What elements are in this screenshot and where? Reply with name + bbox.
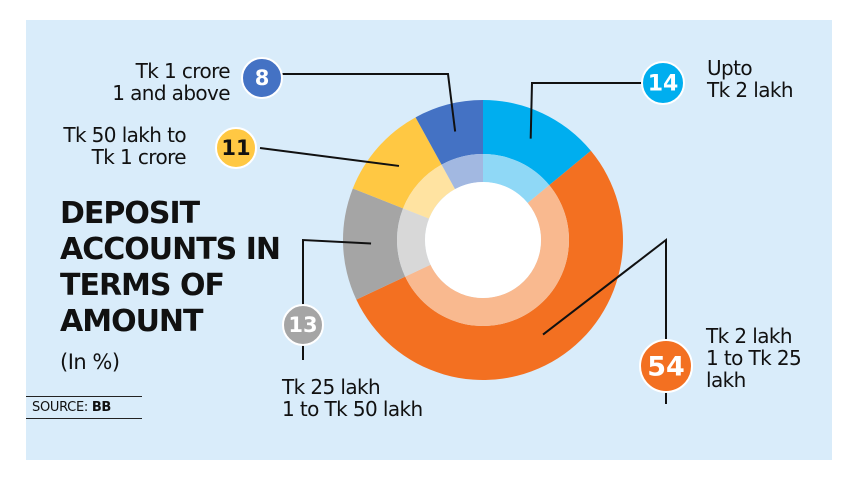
title-line: ACCOUNTS IN xyxy=(60,232,281,267)
chart-title: DEPOSIT ACCOUNTS IN TERMS OF AMOUNT xyxy=(60,196,281,340)
leader-line-upto-tk-2-lakh xyxy=(529,82,660,139)
value-label-tk-25-lakh-1-to-tk-50-lakh: 13 xyxy=(288,313,317,337)
leader-line-tk-50-lakh-to-tk-1-crore xyxy=(259,147,400,167)
donut-hole xyxy=(425,182,541,298)
slice-label-25-to-50-lakh: Tk 25 lakh 1 to Tk 50 lakh xyxy=(282,376,423,420)
label-line: 1 to Tk 50 lakh xyxy=(282,397,423,421)
slice-inner-tk-2-lakh-1-to-tk-25-lakh xyxy=(405,185,569,326)
slice-outer-tk-1-crore-1-and-above xyxy=(415,100,483,165)
title-line: TERMS OF xyxy=(60,268,225,303)
slice-label-2-to-25-lakh: Tk 2 lakh 1 to Tk 25 lakh xyxy=(706,324,802,392)
label-line: Tk 50 lakh to xyxy=(63,123,186,147)
slice-inner-tk-1-crore-1-and-above xyxy=(441,154,483,190)
slice-outer-tk-2-lakh-1-to-tk-25-lakh xyxy=(356,150,624,381)
slice-outer-tk-50-lakh-to-tk-1-crore xyxy=(352,117,442,209)
label-line: 1 to Tk 25 xyxy=(706,346,802,370)
value-label-tk-2-lakh-1-to-tk-25-lakh: 54 xyxy=(647,351,685,382)
slice-inner-upto-tk-2-lakh xyxy=(483,154,550,204)
title-line: AMOUNT xyxy=(60,304,204,339)
slice-outer-upto-tk-2-lakh xyxy=(483,100,591,186)
value-badge-tk-50-lakh-to-tk-1-crore xyxy=(215,127,257,169)
slice-label-upto-2-lakh: Upto Tk 2 lakh xyxy=(707,56,794,102)
leader-line-tk-1-crore-1-and-above xyxy=(262,73,457,132)
value-label-tk-50-lakh-to-tk-1-crore: 11 xyxy=(221,136,250,160)
source-label: SOURCE: xyxy=(32,400,88,415)
label-line: Tk 1 crore xyxy=(135,59,231,83)
label-line: Tk 2 lakh xyxy=(706,324,793,348)
label-line: Upto xyxy=(707,56,753,80)
label-line: lakh xyxy=(706,368,746,392)
label-line: Tk 1 crore xyxy=(91,145,187,169)
value-badge-tk-2-lakh-1-to-tk-25-lakh xyxy=(639,339,693,393)
slice-label-50-lakh-to-1-crore: Tk 50 lakh to Tk 1 crore xyxy=(63,124,186,168)
source-note: SOURCE: BB xyxy=(26,396,142,419)
label-line: Tk 2 lakh xyxy=(707,78,794,102)
source-value: BB xyxy=(91,400,112,415)
title-line: DEPOSIT xyxy=(60,196,200,231)
value-badge-tk-1-crore-1-and-above xyxy=(241,57,283,99)
value-badge-tk-25-lakh-1-to-tk-50-lakh xyxy=(282,304,324,346)
slice-inner-tk-50-lakh-to-tk-1-crore xyxy=(403,164,456,219)
label-line: Tk 25 lakh xyxy=(282,375,381,399)
value-badge-upto-tk-2-lakh xyxy=(641,61,685,105)
slice-inner-tk-25-lakh-1-to-tk-50-lakh xyxy=(397,208,431,277)
value-label-tk-1-crore-1-and-above: 8 xyxy=(255,66,270,90)
slice-label-1-crore-and-above: Tk 1 crore 1 and above xyxy=(112,60,230,104)
unit-label: (In %) xyxy=(60,350,120,374)
slice-outer-tk-25-lakh-1-to-tk-50-lakh xyxy=(343,188,406,300)
label-line: 1 and above xyxy=(112,81,230,105)
value-label-upto-tk-2-lakh: 14 xyxy=(648,72,679,97)
